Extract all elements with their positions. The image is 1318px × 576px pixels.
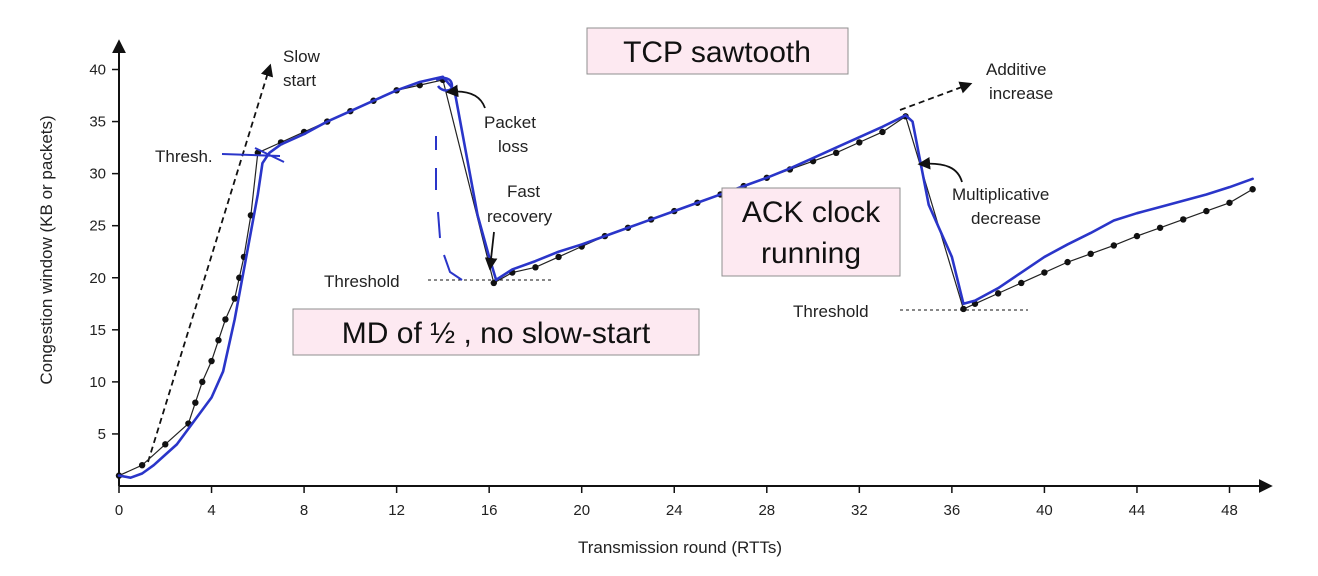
ack-clock-text-1: ACK clock	[742, 196, 881, 229]
data-point	[199, 378, 206, 386]
data-point	[856, 139, 863, 146]
data-point	[1249, 186, 1256, 193]
slow-start-label-2: start	[283, 71, 316, 90]
y-tick-label: 20	[89, 270, 106, 287]
loss-pen-dash	[435, 136, 463, 281]
data-point	[1133, 232, 1141, 240]
series-dotted	[115, 76, 1256, 479]
data-point	[138, 461, 146, 469]
thresh-pen-mark	[221, 147, 285, 163]
multiplicative-decrease-label: Multiplicative	[952, 185, 1049, 204]
packet-loss-label: Packet	[484, 113, 536, 132]
data-point	[1226, 199, 1233, 206]
ack-clock-box: ACK clock running	[721, 187, 901, 277]
y-ticks: 5 10 15 20 25 30 35 40	[89, 62, 119, 443]
data-point	[832, 149, 840, 156]
multiplicative-decrease-arrow	[917, 156, 963, 183]
slow-start-arrow	[147, 63, 274, 463]
threshold-label-1: Threshold	[324, 272, 400, 291]
data-point	[879, 128, 886, 136]
md-half-text: MD of ½ , no slow-start	[342, 317, 651, 350]
fast-recovery-label-2: recovery	[487, 207, 553, 226]
x-tick-label: 0	[115, 502, 123, 519]
y-tick-label: 35	[89, 114, 106, 131]
y-tick-label: 30	[89, 166, 106, 183]
data-point	[215, 337, 222, 344]
x-tick-label: 48	[1221, 502, 1238, 519]
data-point	[1064, 258, 1071, 266]
x-tick-label: 8	[300, 502, 308, 519]
x-tick-label: 20	[573, 502, 590, 519]
data-point	[162, 441, 169, 448]
x-tick-label: 44	[1129, 502, 1146, 519]
data-point	[1041, 269, 1048, 276]
tcp-sawtooth-box: TCP sawtooth	[586, 27, 849, 75]
data-point	[231, 295, 238, 302]
data-point	[490, 279, 497, 287]
y-tick-label: 25	[89, 218, 106, 235]
series-dotted-line	[118, 79, 1253, 477]
multiplicative-decrease-label-2: decrease	[971, 209, 1041, 228]
additive-increase-label: Additive	[986, 60, 1046, 79]
data-point	[222, 316, 229, 323]
additive-increase-arrow	[899, 81, 973, 111]
slow-start-label: Slow	[283, 47, 321, 66]
packet-loss-arrow	[445, 84, 486, 109]
data-point	[994, 290, 1002, 297]
x-tick-label: 40	[1036, 502, 1053, 519]
packet-loss-label-2: loss	[498, 137, 528, 156]
x-tick-label: 32	[851, 502, 868, 519]
data-point	[1087, 250, 1094, 258]
series-handdrawn	[117, 75, 1254, 479]
x-tick-label: 28	[758, 502, 775, 519]
tcp-sawtooth-text: TCP sawtooth	[623, 36, 811, 69]
data-point	[532, 264, 539, 271]
threshold-label-2: Threshold	[793, 302, 869, 321]
thresh-label: Thresh.	[155, 147, 213, 166]
y-tick-label: 15	[89, 322, 106, 339]
x-tick-label: 24	[666, 502, 683, 519]
fast-recovery-label: Fast	[507, 182, 540, 201]
series-handdrawn-line	[117, 75, 1254, 479]
md-half-box: MD of ½ , no slow-start	[292, 308, 700, 356]
data-point	[192, 399, 199, 406]
data-point	[1018, 279, 1025, 287]
data-point	[1180, 216, 1187, 223]
x-ticks: 0 4 8 12 16 20 24 28 32 36 40 44 48	[115, 486, 1238, 519]
x-tick-label: 12	[388, 502, 405, 519]
x-axis-title: Transmission round (RTTs)	[578, 538, 782, 557]
x-tick-label: 4	[207, 502, 215, 519]
data-point	[1156, 224, 1164, 231]
data-point	[1203, 207, 1210, 215]
axes	[112, 39, 1273, 493]
y-tick-label: 40	[89, 62, 106, 79]
data-point	[1110, 242, 1118, 249]
additive-increase-label-2: increase	[989, 84, 1053, 103]
x-tick-label: 36	[944, 502, 961, 519]
ack-clock-text-2: running	[761, 237, 861, 270]
y-tick-label: 5	[98, 426, 106, 443]
data-point	[208, 357, 215, 365]
fast-recovery-arrow	[484, 231, 498, 271]
y-tick-label: 10	[89, 374, 106, 391]
data-point	[555, 253, 562, 261]
y-axis-title: Congestion window (KB or packets)	[37, 115, 56, 384]
x-tick-label: 16	[481, 502, 498, 519]
data-point	[960, 305, 967, 313]
